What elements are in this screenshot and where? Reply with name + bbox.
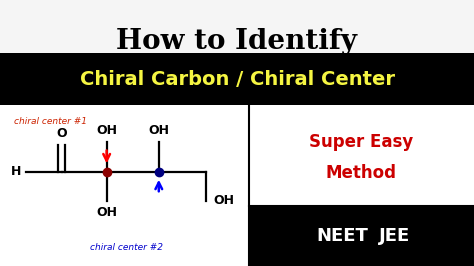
Text: H: H [11, 165, 21, 178]
Bar [0, 0, 474, 105]
Text: OH: OH [96, 206, 117, 219]
Text: OH: OH [148, 124, 169, 137]
Text: chiral center #1: chiral center #1 [14, 117, 87, 126]
Text: Super Easy: Super Easy [310, 132, 413, 151]
Bar [249, 105, 474, 206]
Text: OH: OH [213, 194, 234, 207]
Text: OH: OH [96, 124, 117, 137]
Bar [0, 105, 249, 266]
Bar [0, 53, 474, 105]
Text: chiral center #2: chiral center #2 [90, 243, 163, 252]
Text: NEET: NEET [317, 227, 368, 245]
Text: How to Identify: How to Identify [117, 28, 357, 55]
Bar [249, 206, 474, 266]
Text: Chiral Carbon / Chiral Center: Chiral Carbon / Chiral Center [80, 70, 394, 89]
Text: Method: Method [326, 164, 397, 182]
Text: JEE: JEE [379, 227, 410, 245]
Text: O: O [56, 127, 67, 140]
